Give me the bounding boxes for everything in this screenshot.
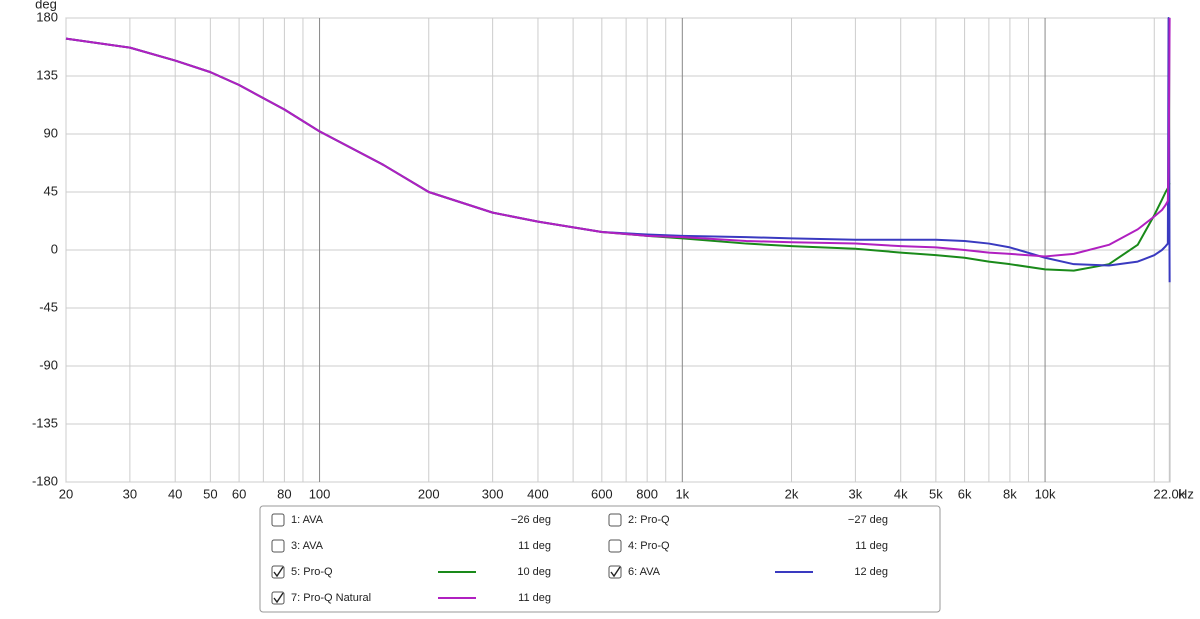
x-tick-label: 1k xyxy=(675,486,689,501)
legend-checkmark xyxy=(273,592,284,604)
legend-label: 3: AVA xyxy=(291,540,324,552)
legend-readout: −26 deg xyxy=(511,514,551,526)
legend-label: 5: Pro-Q xyxy=(291,566,333,578)
x-tick-label: 40 xyxy=(168,486,182,501)
legend-checkbox[interactable] xyxy=(608,513,622,527)
x-tick-label: 600 xyxy=(591,486,613,501)
y-tick-label: 90 xyxy=(44,125,58,140)
legend-checkmark xyxy=(610,566,621,578)
legend-readout: −27 deg xyxy=(848,514,888,526)
x-tick-label: 5k xyxy=(929,486,943,501)
legend-readout: 11 deg xyxy=(518,592,551,604)
x-tick-label: 4k xyxy=(894,486,908,501)
x-tick-label: 20 xyxy=(59,486,73,501)
x-tick-label: 300 xyxy=(482,486,504,501)
legend-label: 4: Pro-Q xyxy=(628,540,670,552)
legend-label: 6: AVA xyxy=(628,566,661,578)
legend-label: 7: Pro-Q Natural xyxy=(291,592,371,604)
x-tick-label: 50 xyxy=(203,486,217,501)
legend-checkbox[interactable] xyxy=(271,539,285,553)
legend-checkbox[interactable] xyxy=(608,539,622,553)
x-tick-label: 80 xyxy=(277,486,291,501)
x-tick-label: 8k xyxy=(1003,486,1017,501)
legend-readout: 11 deg xyxy=(855,540,888,552)
y-tick-label: 180 xyxy=(36,9,58,24)
y-tick-label: 45 xyxy=(44,183,58,198)
legend-label: 1: AVA xyxy=(291,514,324,526)
x-tick-label: 100 xyxy=(309,486,331,501)
legend-panel xyxy=(259,505,941,613)
series-line xyxy=(65,17,1171,258)
y-tick-label: -90 xyxy=(39,357,58,372)
y-tick-label: -45 xyxy=(39,299,58,314)
legend-readout: 12 deg xyxy=(854,566,888,578)
y-axis-label: deg xyxy=(35,0,57,11)
x-tick-label: 60 xyxy=(232,486,246,501)
y-tick-label: -180 xyxy=(32,473,58,488)
x-tick-label: 30 xyxy=(123,486,137,501)
legend-readout: 10 deg xyxy=(517,566,551,578)
x-tick-label: 6k xyxy=(958,486,972,501)
x-tick-label: 400 xyxy=(527,486,549,501)
legend-checkmark xyxy=(273,566,284,578)
y-tick-label: -135 xyxy=(32,415,58,430)
x-tick-label: 10k xyxy=(1035,486,1056,501)
legend-readout: 11 deg xyxy=(518,540,551,552)
legend-label: 2: Pro-Q xyxy=(628,514,670,526)
y-tick-label: 135 xyxy=(36,67,58,82)
y-tick-label: 0 xyxy=(51,241,58,256)
x-tick-label: 200 xyxy=(418,486,440,501)
x-unit-label: Hz xyxy=(1178,486,1194,501)
x-tick-label: 800 xyxy=(636,486,658,501)
x-tick-label: 2k xyxy=(785,486,799,501)
legend-checkbox[interactable] xyxy=(271,513,285,527)
x-tick-label: 3k xyxy=(849,486,863,501)
x-tick-label: 22.0k xyxy=(1153,486,1185,501)
